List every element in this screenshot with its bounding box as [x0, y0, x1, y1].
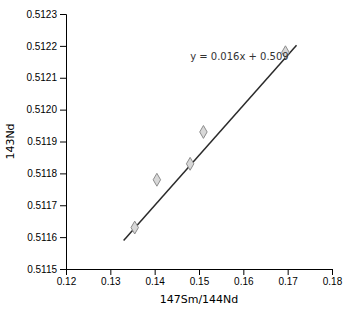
tick-mark: [110, 269, 111, 275]
marks: [124, 45, 297, 240]
tick-label: 0.12: [57, 276, 77, 287]
x-axis-title: 147Sm/144Nd: [160, 293, 239, 306]
tick-label: 0.5118: [27, 168, 57, 179]
y-axis-title: 143Nd: [4, 123, 17, 159]
tick-label: 0.5119: [27, 136, 57, 147]
tick-mark: [60, 237, 66, 238]
tick-mark: [60, 110, 66, 111]
tick-mark: [60, 173, 66, 174]
tick-label: 0.5116: [27, 232, 57, 243]
tick-mark: [332, 269, 333, 275]
tick: 0.13: [101, 269, 121, 287]
tick: 0.5115: [27, 264, 66, 275]
point: [153, 173, 160, 186]
tick-label: 0.5123: [26, 9, 57, 20]
tick: 0.15: [190, 269, 210, 287]
tick: 0.16: [234, 269, 254, 287]
tick-mark: [155, 269, 156, 275]
tick: 0.5119: [27, 136, 66, 147]
tick-label: 0.14: [145, 276, 165, 287]
tick-mark: [60, 78, 66, 79]
axis-line: [67, 270, 333, 276]
tick-label: 0.18: [323, 276, 343, 287]
chart: 0.12 0.13 0.14 0.15 0.16 0.17 0.18 0.5115 0.5116…: [0, 0, 350, 311]
tick-mark: [60, 269, 66, 270]
plot: 0.12 0.13 0.14 0.15 0.16 0.17 0.18 0.5115 0.5116…: [26, 9, 342, 287]
point: [200, 125, 207, 138]
point: [186, 157, 193, 170]
tick-label: 0.15: [190, 276, 210, 287]
tick: 0.17: [278, 269, 298, 287]
axis-line: [60, 15, 67, 270]
annotation: y = 0.016x + 0.509: [190, 51, 289, 62]
tick-mark: [199, 269, 200, 275]
tick-label: 0.5117: [27, 200, 57, 211]
tick-mark: [60, 14, 66, 15]
tick-label: 0.5121: [26, 72, 57, 83]
tick-mark: [60, 46, 66, 47]
tick-label: 0.17: [278, 276, 298, 287]
tick: 0.5116: [27, 232, 66, 243]
y-axis: 0.5115 0.5116 0.5117 0.5118 0.5119 0.5120 0.51…: [26, 9, 66, 275]
tick-mark: [243, 269, 244, 275]
tick: 0.12: [57, 269, 77, 287]
tick: 0.5117: [27, 200, 66, 211]
tick-mark: [60, 142, 66, 143]
tick: 0.14: [145, 269, 165, 287]
tick: 0.5123: [26, 9, 66, 20]
tick-label: 0.16: [234, 276, 254, 287]
tick: 0.5118: [27, 168, 66, 179]
tick-label: 0.5122: [26, 41, 57, 52]
tick-label: 0.13: [101, 276, 121, 287]
tick: 0.5121: [26, 72, 66, 83]
line: [124, 45, 297, 240]
tick-mark: [60, 205, 66, 206]
tick-mark: [288, 269, 289, 275]
x-axis: 0.12 0.13 0.14 0.15 0.16 0.17 0.18: [57, 269, 343, 287]
tick-label: 0.5120: [26, 104, 57, 115]
tick-label: 0.5115: [27, 264, 57, 275]
tick: 0.5122: [26, 41, 66, 52]
tick: 0.18: [323, 269, 343, 287]
tick: 0.5120: [26, 104, 66, 115]
point: [131, 221, 138, 234]
